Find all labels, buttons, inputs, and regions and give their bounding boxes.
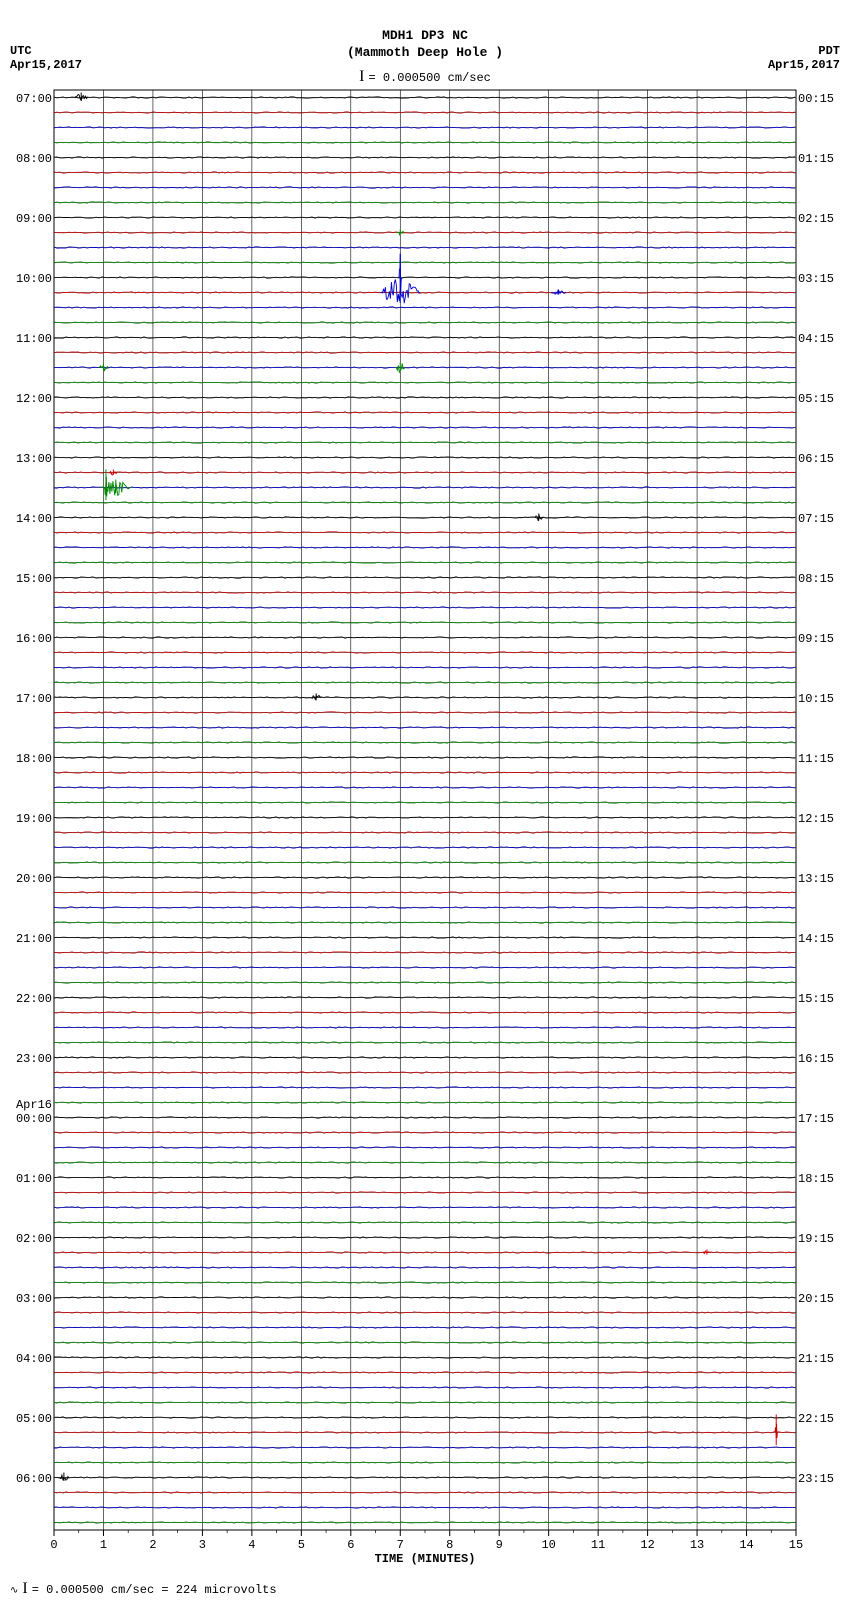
pdt-hour-label: 02:15 <box>798 212 834 226</box>
utc-hour-label: 12:00 <box>16 392 52 406</box>
pdt-hour-label: 18:15 <box>798 1172 834 1186</box>
x-tick-label: 4 <box>248 1538 255 1552</box>
utc-hour-label: 17:00 <box>16 692 52 706</box>
pdt-hour-label: 04:15 <box>798 332 834 346</box>
tz-left-label: UTC <box>10 44 32 58</box>
chart-header: MDH1 DP3 NC (Mammoth Deep Hole ) <box>0 28 850 62</box>
utc-hour-label: 05:00 <box>16 1412 52 1426</box>
utc-hour-label: 08:00 <box>16 152 52 166</box>
utc-hour-label: 11:00 <box>16 332 52 346</box>
utc-hour-label: 10:00 <box>16 272 52 286</box>
utc-hour-label: 04:00 <box>16 1352 52 1366</box>
utc-hour-label: 09:00 <box>16 212 52 226</box>
x-tick-label: 2 <box>149 1538 156 1552</box>
x-tick-label: 10 <box>541 1538 555 1552</box>
utc-hour-label: 07:00 <box>16 92 52 106</box>
pdt-hour-label: 16:15 <box>798 1052 834 1066</box>
utc-hour-label: 19:00 <box>16 812 52 826</box>
pdt-hour-label: 20:15 <box>798 1292 834 1306</box>
x-tick-label: 14 <box>739 1538 753 1552</box>
x-tick-label: 1 <box>100 1538 107 1552</box>
x-tick-label: 7 <box>397 1538 404 1552</box>
x-axis-title: TIME (MINUTES) <box>54 1552 796 1566</box>
pdt-hour-label: 23:15 <box>798 1472 834 1486</box>
x-tick-label: 13 <box>690 1538 704 1552</box>
utc-hour-label: 23:00 <box>16 1052 52 1066</box>
station-subtitle: (Mammoth Deep Hole ) <box>0 45 850 62</box>
pdt-hour-label: 06:15 <box>798 452 834 466</box>
pdt-hour-label: 15:15 <box>798 992 834 1006</box>
pdt-hour-label: 14:15 <box>798 932 834 946</box>
pdt-hour-label: 05:15 <box>798 392 834 406</box>
utc-hour-label: 20:00 <box>16 872 52 886</box>
seismogram-plot <box>54 90 796 1530</box>
utc-hour-label: 22:00 <box>16 992 52 1006</box>
date-right-label: Apr15,2017 <box>768 58 840 72</box>
pdt-hour-label: 10:15 <box>798 692 834 706</box>
pdt-hour-label: 07:15 <box>798 512 834 526</box>
utc-hour-label: 21:00 <box>16 932 52 946</box>
utc-hour-label: 14:00 <box>16 512 52 526</box>
utc-hour-label: 06:00 <box>16 1472 52 1486</box>
pdt-hour-label: 00:15 <box>798 92 834 106</box>
pdt-hour-label: 21:15 <box>798 1352 834 1366</box>
station-title: MDH1 DP3 NC <box>0 28 850 45</box>
x-tick-label: 9 <box>496 1538 503 1552</box>
utc-hour-label: 18:00 <box>16 752 52 766</box>
x-tick-label: 15 <box>789 1538 803 1552</box>
pdt-hour-label: 12:15 <box>798 812 834 826</box>
x-tick-label: 5 <box>298 1538 305 1552</box>
pdt-hour-label: 11:15 <box>798 752 834 766</box>
x-tick-label: 6 <box>347 1538 354 1552</box>
utc-hour-label: 02:00 <box>16 1232 52 1246</box>
tz-right-label: PDT <box>818 44 840 58</box>
utc-hour-label: 15:00 <box>16 572 52 586</box>
x-tick-label: 12 <box>640 1538 654 1552</box>
utc-hour-label: 13:00 <box>16 452 52 466</box>
pdt-hour-label: 09:15 <box>798 632 834 646</box>
x-tick-label: 11 <box>591 1538 605 1552</box>
date-left-label: Apr15,2017 <box>10 58 82 72</box>
seismogram-container: MDH1 DP3 NC (Mammoth Deep Hole ) I = 0.0… <box>0 0 850 1613</box>
utc-hour-label: 16:00 <box>16 632 52 646</box>
x-tick-label: 8 <box>446 1538 453 1552</box>
date-marker: Apr16 <box>16 1098 52 1112</box>
utc-hour-label: 00:00 <box>16 1112 52 1126</box>
pdt-hour-label: 01:15 <box>798 152 834 166</box>
pdt-hour-label: 22:15 <box>798 1412 834 1426</box>
pdt-hour-label: 03:15 <box>798 272 834 286</box>
footer-scale: ∿ I = 0.000500 cm/sec = 224 microvolts <box>10 1580 277 1598</box>
utc-hour-label: 01:00 <box>16 1172 52 1186</box>
pdt-hour-label: 13:15 <box>798 872 834 886</box>
scale-note: I = 0.000500 cm/sec <box>0 68 850 86</box>
utc-hour-label: 03:00 <box>16 1292 52 1306</box>
x-tick-label: 0 <box>50 1538 57 1552</box>
pdt-hour-label: 17:15 <box>798 1112 834 1126</box>
x-tick-label: 3 <box>199 1538 206 1552</box>
pdt-hour-label: 19:15 <box>798 1232 834 1246</box>
pdt-hour-label: 08:15 <box>798 572 834 586</box>
